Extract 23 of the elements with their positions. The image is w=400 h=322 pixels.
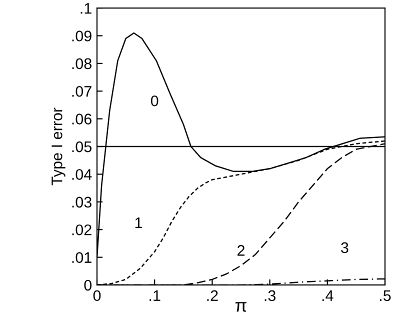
series-label: 3 <box>341 242 348 254</box>
x-tick-label: .1 <box>150 290 160 301</box>
y-tick-label: .02 <box>72 224 92 236</box>
y-tick-label: .03 <box>72 196 92 208</box>
y-tick-label: 0 <box>84 280 92 291</box>
x-tick-label: .2 <box>207 290 218 301</box>
y-tick-label: .04 <box>72 169 92 180</box>
series-label: 0 <box>150 95 158 106</box>
x-axis-title: π <box>235 302 246 312</box>
y-tick-label: .06 <box>72 114 92 125</box>
y-tick-label: .05 <box>72 141 92 152</box>
x-tick-label: 0 <box>93 290 101 302</box>
y-tick-label: .01 <box>72 252 92 263</box>
y-tick-label: .1 <box>80 3 92 14</box>
x-tick-label: .3 <box>264 290 276 302</box>
series-label: 1 <box>135 217 142 228</box>
y-axis-title: Type I error <box>52 108 66 186</box>
x-tick-label: .4 <box>322 290 334 301</box>
y-tick-label: .07 <box>72 86 92 97</box>
series-label: 2 <box>238 245 244 256</box>
x-tick-label: .5 <box>380 290 391 302</box>
y-tick-label: .08 <box>72 58 92 70</box>
y-tick-label: .09 <box>72 30 92 42</box>
